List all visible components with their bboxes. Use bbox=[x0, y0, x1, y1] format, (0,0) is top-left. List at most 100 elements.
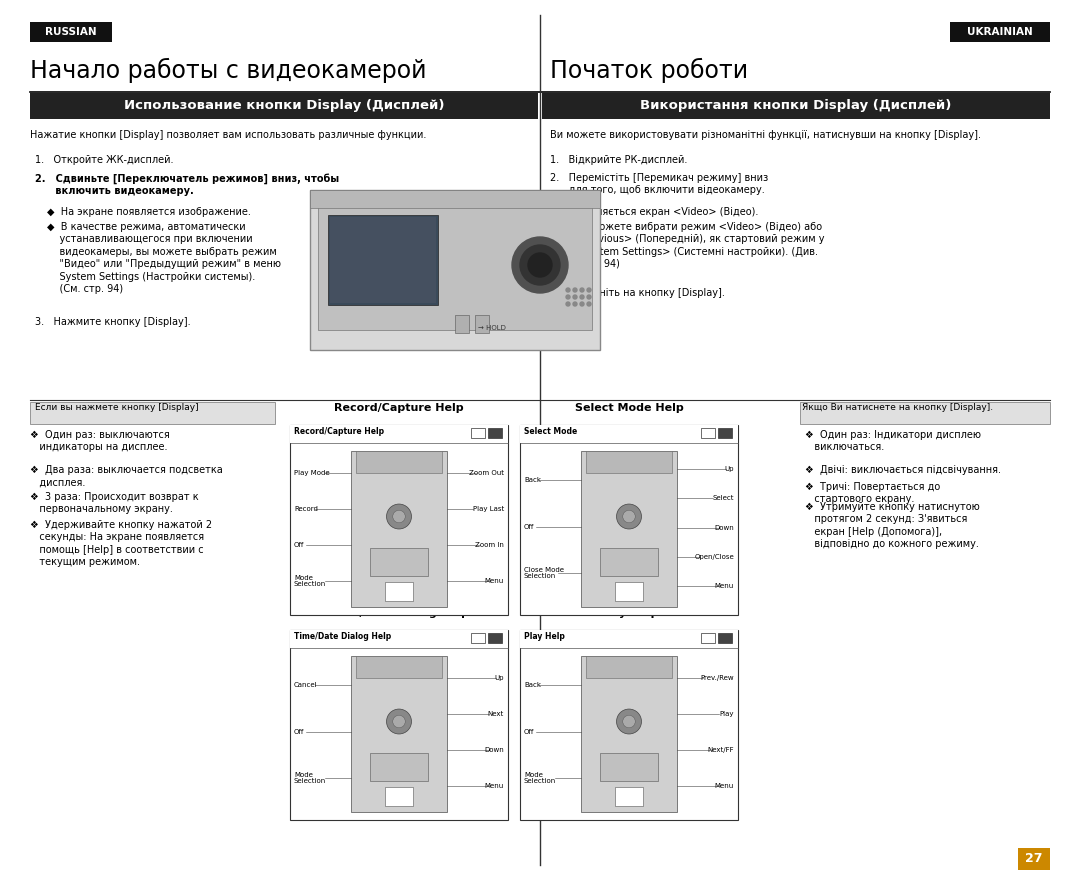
Bar bbox=[355, 656, 442, 678]
Text: Play Help: Play Help bbox=[599, 608, 658, 618]
Text: Close Mode
Selection: Close Mode Selection bbox=[524, 567, 564, 579]
Text: RUSSIAN: RUSSIAN bbox=[45, 27, 97, 37]
Text: 3.   Нажмите кнопку [Display].: 3. Нажмите кнопку [Display]. bbox=[35, 317, 191, 327]
Text: Play Last: Play Last bbox=[473, 506, 504, 512]
Text: 3.   Натисніть на кнопку [Display].: 3. Натисніть на кнопку [Display]. bbox=[550, 288, 725, 298]
Text: ❖  Тричі: Повертається до
   стартового екрану.: ❖ Тричі: Повертається до стартового екра… bbox=[805, 482, 941, 504]
Bar bbox=[310, 190, 600, 350]
Bar bbox=[370, 547, 428, 576]
Bar bbox=[519, 630, 738, 820]
Text: Back: Back bbox=[524, 477, 541, 483]
Circle shape bbox=[528, 253, 552, 277]
Text: Menu: Menu bbox=[715, 583, 734, 590]
Bar bbox=[718, 428, 732, 438]
Circle shape bbox=[393, 510, 405, 523]
Bar bbox=[384, 582, 414, 601]
Bar bbox=[718, 633, 732, 643]
Bar bbox=[600, 752, 658, 781]
Circle shape bbox=[617, 504, 642, 529]
Circle shape bbox=[573, 288, 577, 292]
Circle shape bbox=[566, 295, 570, 299]
Text: Начало работы с видеокамерой: Начало работы с видеокамерой bbox=[30, 58, 427, 83]
Bar bbox=[581, 451, 677, 607]
Bar bbox=[1018, 848, 1050, 870]
Circle shape bbox=[387, 709, 411, 734]
Circle shape bbox=[387, 504, 411, 529]
Text: Back: Back bbox=[524, 682, 541, 688]
Bar bbox=[519, 425, 738, 443]
Text: Up: Up bbox=[495, 675, 504, 681]
Text: Off: Off bbox=[524, 524, 535, 530]
Text: Off: Off bbox=[294, 542, 305, 548]
Bar bbox=[585, 656, 672, 678]
Bar bbox=[355, 451, 442, 473]
Bar bbox=[291, 425, 508, 615]
Text: Time/Date Dialog Help: Time/Date Dialog Help bbox=[329, 608, 469, 618]
Bar bbox=[328, 215, 438, 305]
Text: ❖  Два раза: выключается подсветка
   дисплея.: ❖ Два раза: выключается подсветка диспле… bbox=[30, 465, 222, 488]
Circle shape bbox=[393, 715, 405, 728]
Bar bbox=[30, 402, 275, 424]
Circle shape bbox=[580, 302, 584, 306]
Text: Mode
Selection: Mode Selection bbox=[294, 772, 326, 784]
Text: Off: Off bbox=[524, 729, 535, 735]
Text: UKRAINIAN: UKRAINIAN bbox=[967, 27, 1032, 37]
Text: Использование кнопки Display (Дисплей): Использование кнопки Display (Дисплей) bbox=[124, 99, 444, 113]
Bar bbox=[581, 656, 677, 812]
Bar bbox=[615, 787, 644, 806]
Text: Використання кнопки Display (Дисплей): Використання кнопки Display (Дисплей) bbox=[640, 99, 951, 113]
Text: Zoom In: Zoom In bbox=[475, 542, 504, 548]
Text: → HOLD: → HOLD bbox=[478, 325, 505, 331]
Text: ❖  Двічі: виключається підсвічування.: ❖ Двічі: виключається підсвічування. bbox=[805, 465, 1001, 475]
Circle shape bbox=[623, 510, 635, 523]
Text: ❖  Один раз: выключаются
   индикаторы на дисплее.: ❖ Один раз: выключаются индикаторы на ди… bbox=[30, 430, 170, 452]
Bar bbox=[384, 787, 414, 806]
Text: ❖  Утримуйте кнопку натиснутою
   протягом 2 секунд: З'явиться
   екран [Help (Д: ❖ Утримуйте кнопку натиснутою протягом 2… bbox=[805, 502, 980, 549]
Bar bbox=[351, 656, 447, 812]
Text: ◆  На экране появляется изображение.: ◆ На экране появляется изображение. bbox=[48, 207, 251, 217]
Text: Если вы нажмете кнопку [Display]: Если вы нажмете кнопку [Display] bbox=[35, 403, 199, 412]
Text: ◆  З'являється екран <Video> (Відео).: ◆ З'являється екран <Video> (Відео). bbox=[562, 207, 758, 217]
Bar bbox=[600, 547, 658, 576]
Bar bbox=[475, 315, 489, 333]
Text: 1.   Відкрийте РК-дисплей.: 1. Відкрийте РК-дисплей. bbox=[550, 155, 687, 165]
Text: Mode
Selection: Mode Selection bbox=[294, 575, 326, 588]
Circle shape bbox=[588, 295, 591, 299]
Text: ◆  Ви можете вибрати режим <Video> (Відео) або
    <Previous> (Попередній), як с: ◆ Ви можете вибрати режим <Video> (Відео… bbox=[562, 222, 824, 269]
Bar bbox=[318, 198, 592, 330]
Text: 2.   Сдвиньте [Переключатель режимов] вниз, чтобы
      включить видеокамеру.: 2. Сдвиньте [Переключатель режимов] вниз… bbox=[35, 173, 339, 196]
Text: Record/Capture Help: Record/Capture Help bbox=[294, 427, 384, 436]
Text: Play Mode: Play Mode bbox=[294, 470, 329, 476]
Text: Select Mode: Select Mode bbox=[524, 427, 577, 436]
Text: Up: Up bbox=[725, 466, 734, 472]
Text: Open/Close: Open/Close bbox=[694, 554, 734, 560]
Text: ❖  3 раза: Происходит возврат к
   первоначальному экрану.: ❖ 3 раза: Происходит возврат к первонача… bbox=[30, 492, 199, 515]
Text: Menu: Menu bbox=[715, 783, 734, 789]
Bar bbox=[330, 217, 436, 303]
Text: 27: 27 bbox=[1025, 853, 1043, 866]
Text: Zoom Out: Zoom Out bbox=[469, 470, 504, 476]
Bar bbox=[488, 633, 502, 643]
Circle shape bbox=[566, 288, 570, 292]
Bar bbox=[455, 315, 469, 333]
Circle shape bbox=[617, 709, 642, 734]
Text: 1.   Откройте ЖК-дисплей.: 1. Откройте ЖК-дисплей. bbox=[35, 155, 174, 165]
Circle shape bbox=[573, 302, 577, 306]
Text: Down: Down bbox=[484, 747, 504, 753]
Bar bbox=[310, 190, 600, 208]
Bar bbox=[471, 633, 485, 643]
Bar bbox=[291, 425, 508, 443]
Bar bbox=[291, 630, 508, 648]
Bar bbox=[800, 402, 1050, 424]
Bar bbox=[585, 451, 672, 473]
Bar bbox=[701, 633, 715, 643]
Bar bbox=[30, 93, 538, 119]
Text: Ви можете використовувати різноманітні функції, натиснувши на кнопку [Display].: Ви можете використовувати різноманітні ф… bbox=[550, 130, 981, 140]
Bar bbox=[291, 630, 508, 820]
Text: 2.   Перемістіть [Перемикач режиму] вниз
      для того, щоб включити відеокамер: 2. Перемістіть [Перемикач режиму] вниз д… bbox=[550, 173, 768, 195]
Circle shape bbox=[566, 302, 570, 306]
Bar bbox=[519, 425, 738, 615]
Text: Mode
Selection: Mode Selection bbox=[524, 772, 556, 784]
Circle shape bbox=[580, 288, 584, 292]
Text: Play Help: Play Help bbox=[524, 632, 565, 641]
